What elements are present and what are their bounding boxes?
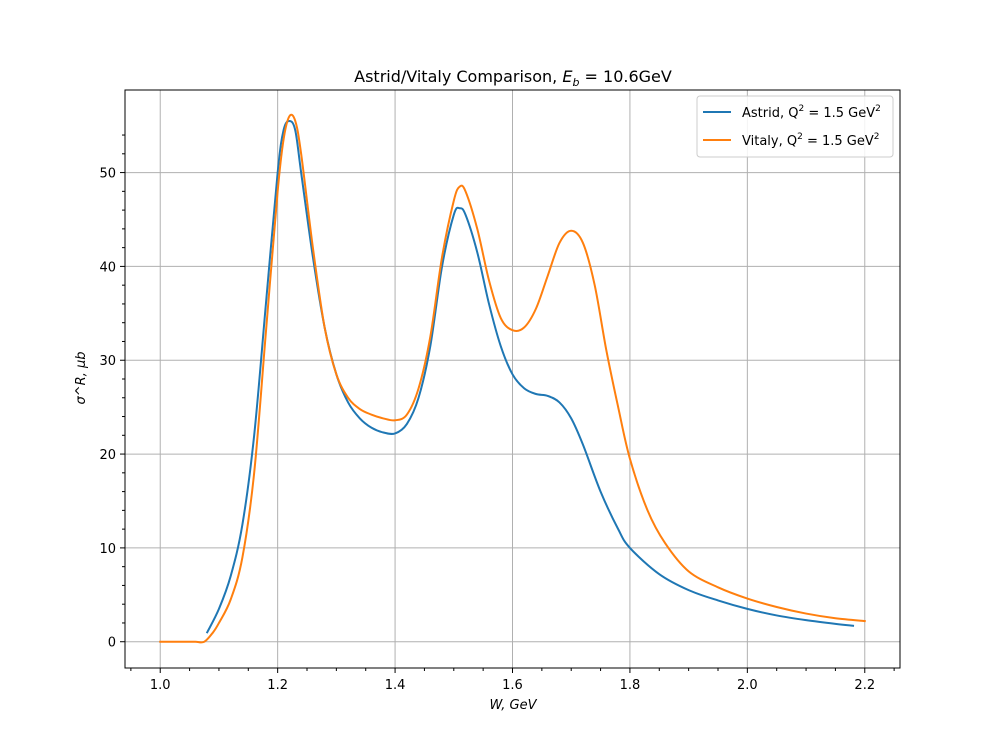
x-tick-label: 2.0 [737, 678, 758, 693]
x-tick-label: 1.6 [502, 678, 523, 693]
y-tick-label: 30 [99, 354, 116, 369]
x-tick-label: 1.4 [385, 678, 406, 693]
y-tick-label: 50 [99, 167, 116, 182]
y-tick-label: 40 [99, 260, 116, 275]
grid-lines [125, 90, 900, 668]
y-tick-label: 20 [99, 448, 116, 463]
chart-title: Astrid/Vitaly Comparison, Eb = 10.6GeV [354, 67, 672, 89]
y-axis-ticks: 0 10 20 30 40 50 [99, 134, 125, 651]
chart-title-main: Astrid/Vitaly Comparison, [354, 67, 562, 86]
x-tick-label: 2.2 [854, 678, 875, 693]
chart-title-rest: = 10.6GeV [579, 67, 671, 86]
series-line-vitaly [159, 113, 866, 644]
chart-title-symbol: E [562, 67, 573, 86]
x-axis-ticks: 1.0 1.2 1.4 1.6 1.8 2.0 2.2 [130, 668, 895, 693]
legend-label-vitaly: Vitaly, Q2 = 1.5 GeV2 [742, 132, 880, 149]
series-line-astrid [205, 119, 855, 634]
y-tick-label: 10 [99, 542, 116, 557]
x-tick-label: 1.0 [150, 678, 171, 693]
plot-lines [159, 113, 866, 644]
chart-title-subscript: b [572, 76, 579, 89]
x-tick-label: 1.8 [620, 678, 641, 693]
x-tick-label: 1.2 [267, 678, 288, 693]
legend-box [696, 95, 894, 158]
y-tick-label: 0 [108, 636, 116, 651]
legend: Astrid, Q2 = 1.5 GeV2 Vitaly, Q2 = 1.5 G… [696, 95, 894, 158]
legend-label-astrid: Astrid, Q2 = 1.5 GeV2 [742, 104, 881, 121]
x-axis-label: W, GeV [489, 698, 537, 713]
y-axis-label: σ^R, μb [74, 352, 89, 405]
